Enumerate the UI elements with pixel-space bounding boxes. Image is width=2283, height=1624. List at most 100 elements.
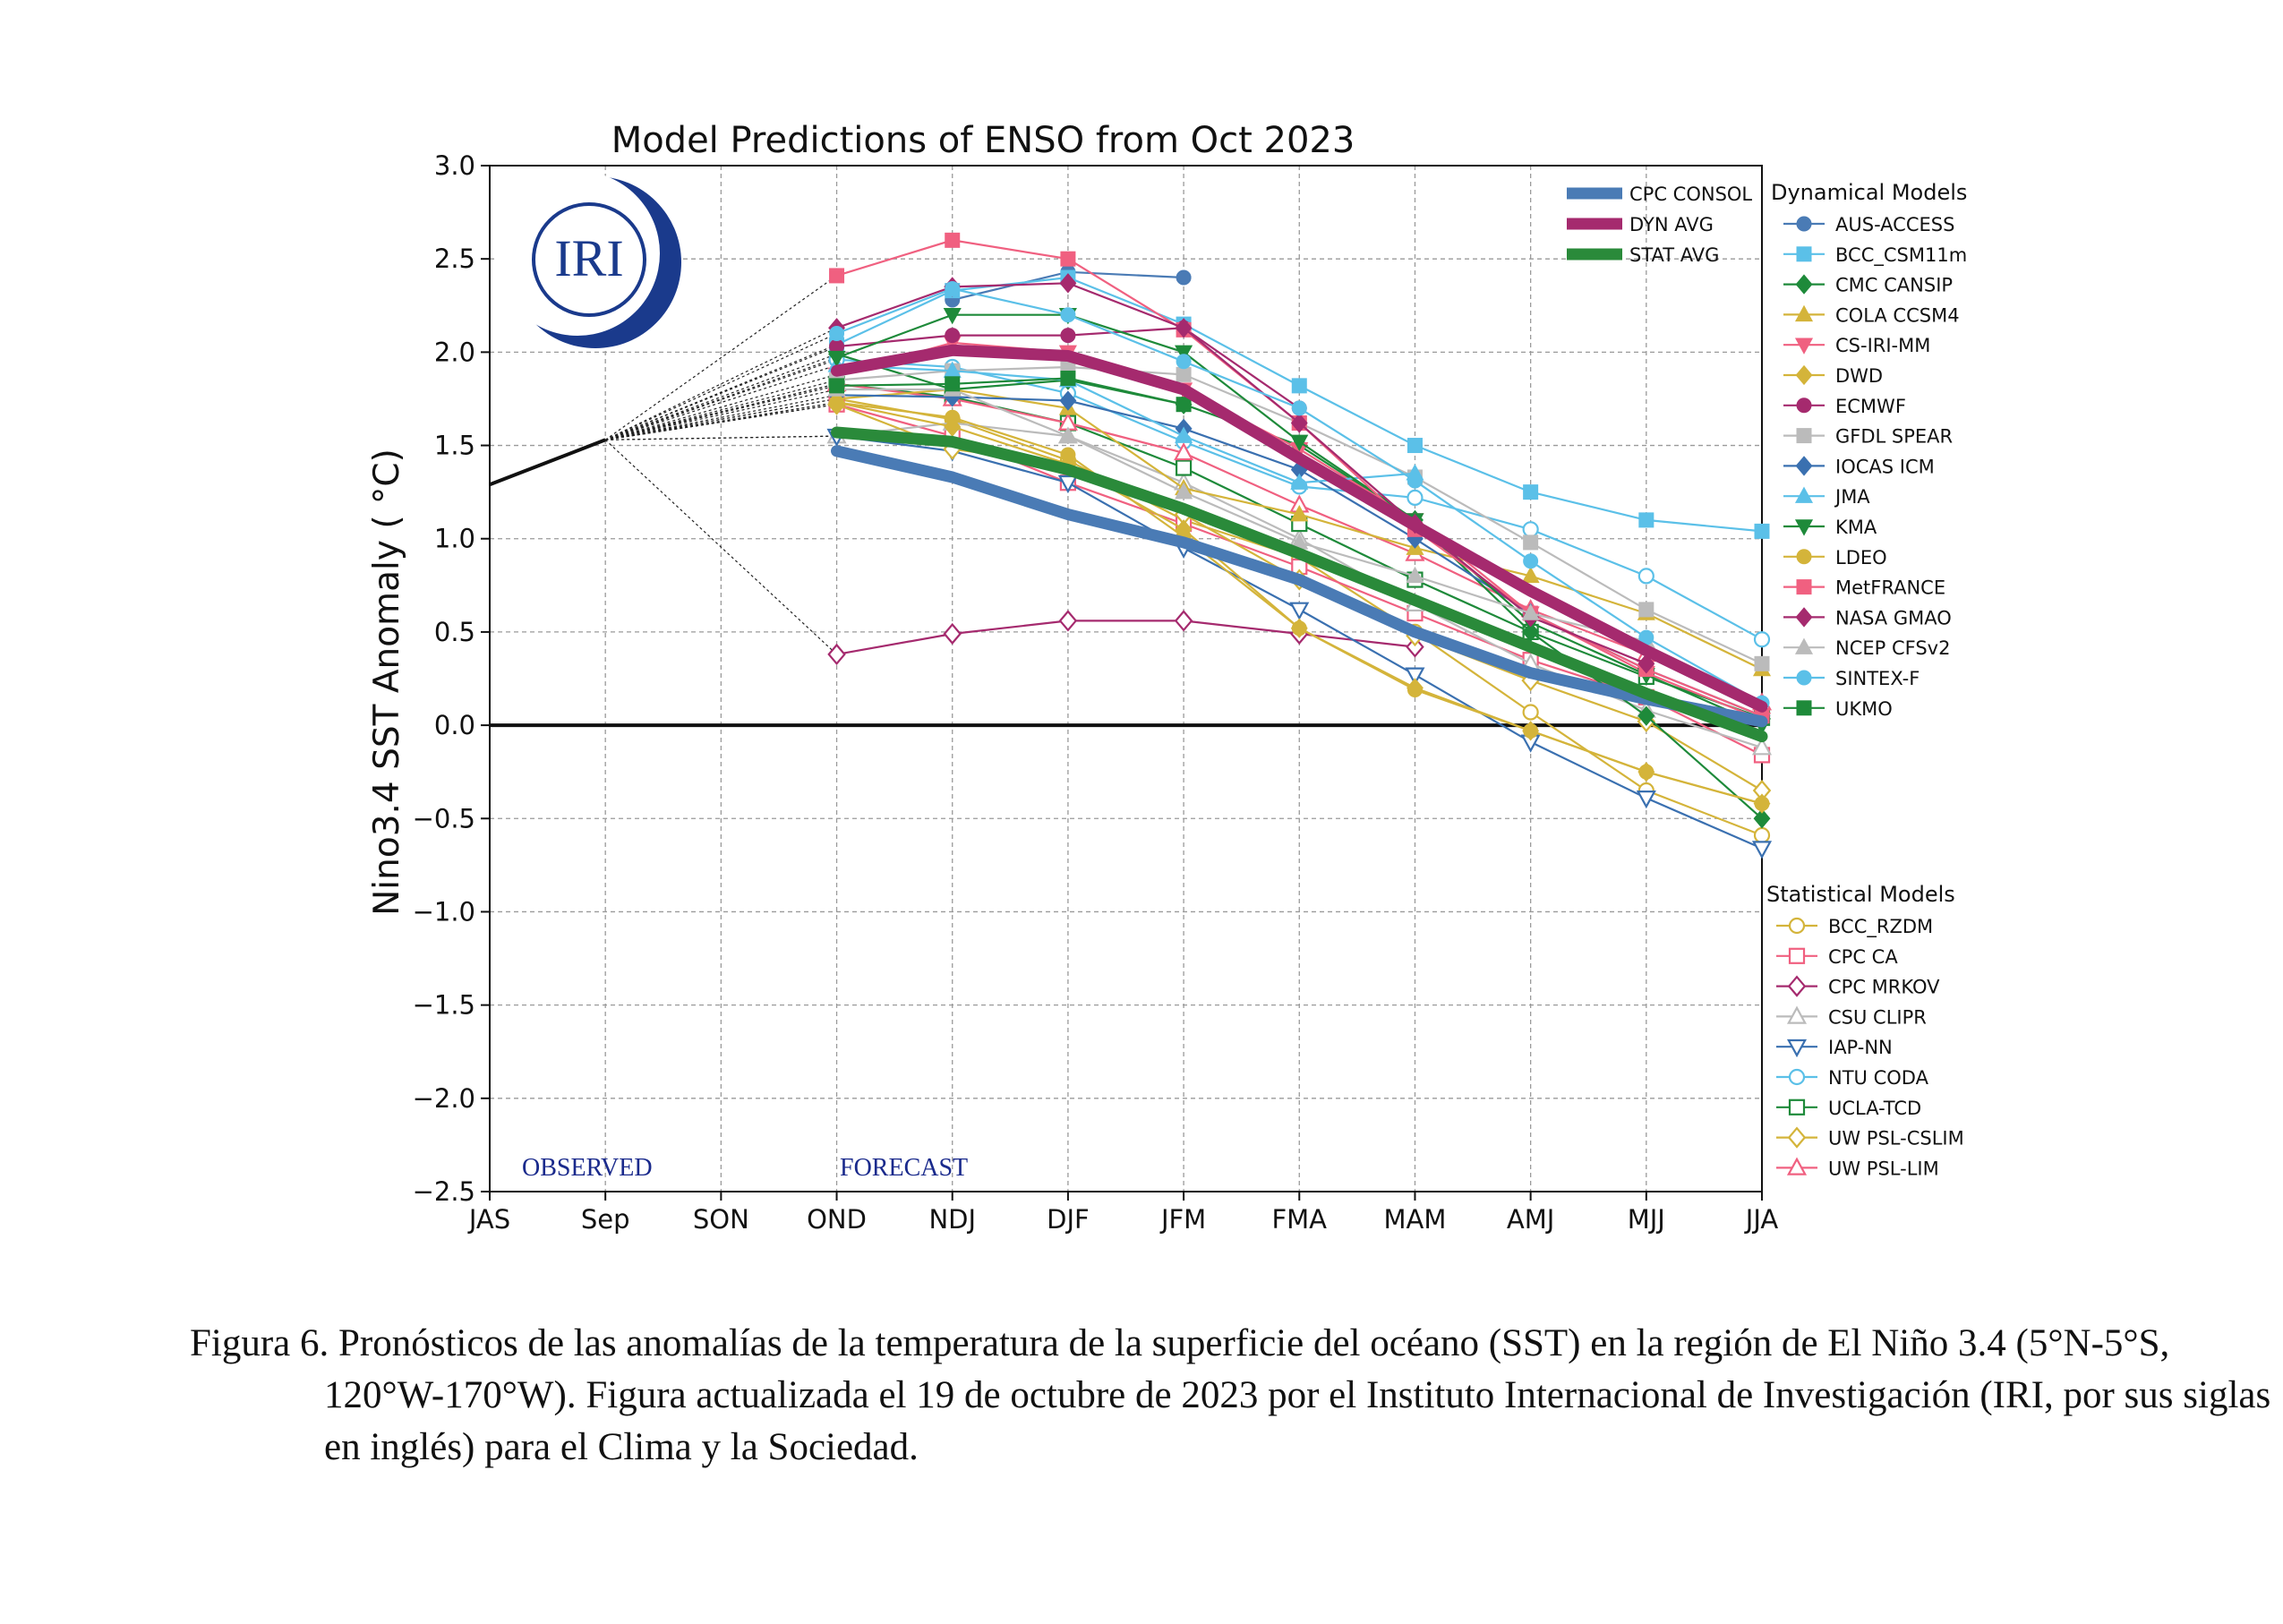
data-point: [1291, 378, 1307, 394]
data-point: [1751, 841, 1773, 859]
legend-label: IOCAS ICM: [1835, 456, 1935, 477]
legend-marker: [1796, 397, 1812, 414]
legend-marker: [1786, 1157, 1808, 1175]
legend-label: COLA CCSM4: [1835, 304, 1960, 326]
data-point: [829, 326, 845, 342]
data-point: [1057, 474, 1078, 494]
legend-label: UCLA-TCD: [1828, 1098, 1921, 1119]
data-point: [1753, 631, 1771, 648]
guide-line: [605, 397, 837, 440]
data-point: [943, 622, 962, 645]
data-point: [1290, 434, 1309, 452]
legend-marker: [1795, 274, 1813, 295]
legend-label: SINTEX-F: [1835, 668, 1920, 689]
observed-label: OBSERVED: [522, 1154, 653, 1182]
data-point: [1290, 504, 1309, 522]
data-point: [1290, 473, 1309, 490]
data-point: [1521, 566, 1540, 584]
iri-logo: IRI: [495, 171, 681, 348]
figure-caption: Figura 6. Pronósticos de las anomalías d…: [190, 1322, 2271, 1468]
data-point: [1754, 796, 1770, 812]
legend-label: CPC MRKOV: [1828, 977, 1940, 998]
data-point: [1059, 390, 1077, 411]
average-dyn-avg: [831, 344, 1768, 713]
guide-line: [604, 357, 837, 440]
data-point: [1175, 459, 1193, 476]
guide-line: [605, 394, 837, 440]
legend-marker: [1788, 917, 1806, 935]
data-point: [1058, 610, 1078, 632]
guide-line: [604, 346, 837, 440]
data-point: [1523, 484, 1539, 500]
legend-marker: [1796, 579, 1812, 595]
y-tick-label: 2.5: [434, 244, 475, 274]
legend-marker: [1796, 246, 1812, 262]
data-point: [1407, 682, 1423, 698]
series-iap-nn: [826, 428, 1773, 859]
guide-line: [605, 383, 837, 440]
data-point: [1290, 413, 1308, 433]
y-tick-label: 1.0: [434, 524, 475, 554]
legend-heading: Statistical Models: [1766, 882, 1955, 907]
data-point: [1176, 366, 1192, 382]
data-point: [1638, 512, 1655, 528]
data-point: [1175, 426, 1193, 443]
legend-marker: [1796, 428, 1812, 444]
data-point: [1176, 269, 1192, 286]
legend-label: MetFRANCE: [1835, 577, 1945, 599]
x-tick-label: MAM: [1384, 1204, 1447, 1235]
legend-marker: [1795, 456, 1813, 476]
legend-marker: [1786, 1039, 1808, 1058]
legend-label: AUS-ACCESS: [1835, 214, 1954, 235]
legend-marker: [1794, 486, 1814, 503]
data-point: [1753, 808, 1771, 829]
series-cpc-mrkov: [827, 610, 1424, 666]
data-point: [1174, 441, 1194, 461]
data-point: [1754, 523, 1770, 539]
y-tick-label: 0.5: [434, 617, 475, 647]
data-point: [829, 378, 845, 394]
legend-label: CPC CA: [1828, 946, 1898, 968]
y-tick-label: 1.5: [434, 431, 475, 461]
legend-marker: [1787, 1126, 1807, 1149]
data-point: [945, 281, 961, 297]
legend-label: NTU CODA: [1828, 1067, 1929, 1089]
x-tick-label: FMA: [1271, 1204, 1327, 1235]
legend-marker: [1786, 1005, 1808, 1024]
series-line: [836, 363, 1415, 484]
data-point: [1060, 328, 1076, 344]
legend-marker: [1795, 364, 1813, 386]
data-point: [1291, 400, 1307, 416]
x-tick-label: SON: [693, 1204, 749, 1235]
data-point: [1523, 722, 1539, 739]
series-line: [836, 377, 1184, 406]
legend-label: IAP-NN: [1828, 1037, 1893, 1058]
legend-label: NASA GMAO: [1835, 607, 1952, 628]
series-line: [836, 388, 1647, 643]
data-point: [1059, 273, 1077, 294]
guide-line: [605, 373, 837, 440]
series-sintex-f: [829, 281, 1770, 711]
data-point: [1289, 602, 1310, 620]
legend-label: LDEO: [1835, 547, 1887, 568]
data-point: [1058, 426, 1077, 443]
data-point: [1291, 620, 1307, 637]
y-axis-label: Nino3.4 SST Anomaly ( °C): [367, 449, 407, 916]
y-tick-label: −1.5: [413, 990, 475, 1021]
data-point: [943, 307, 962, 325]
data-point: [945, 376, 961, 392]
y-tick-label: −0.5: [413, 803, 475, 833]
legend-marker: [1794, 338, 1814, 355]
data-point: [945, 232, 961, 248]
data-point: [1637, 654, 1655, 674]
y-tick-label: −2.5: [413, 1176, 475, 1207]
legend-label: GFDL SPEAR: [1835, 426, 1953, 448]
data-point: [1523, 534, 1539, 551]
x-tick-label: JFM: [1159, 1204, 1206, 1235]
legend-label: KMA: [1835, 517, 1877, 538]
series-ukmo: [829, 371, 1192, 413]
y-tick-label: 3.0: [434, 150, 475, 181]
guide-line: [605, 389, 837, 440]
x-tick-label: JAS: [467, 1204, 510, 1235]
data-point: [1751, 737, 1773, 756]
